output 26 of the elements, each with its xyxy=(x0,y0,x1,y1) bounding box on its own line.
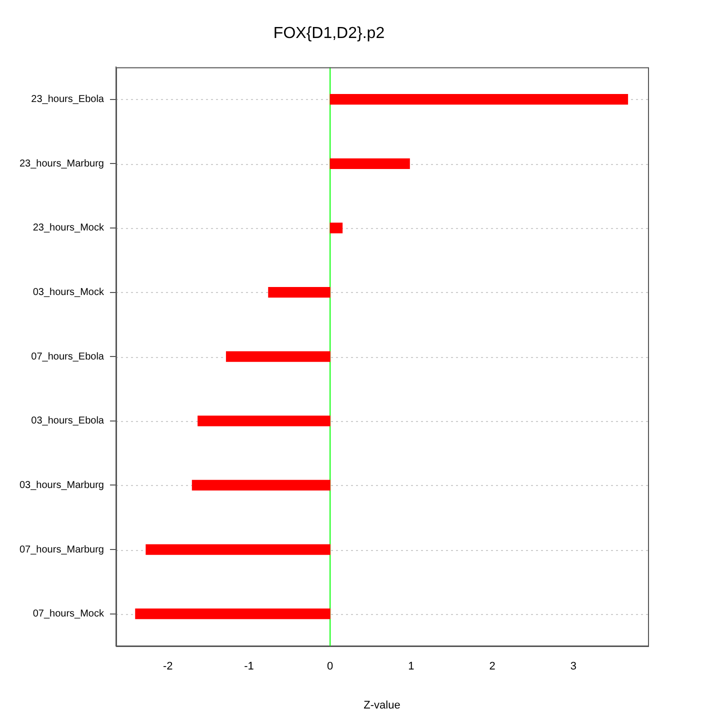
y-tick-label: 23_hours_Ebola xyxy=(31,94,104,106)
bar xyxy=(198,416,330,426)
bar xyxy=(135,608,330,620)
bar xyxy=(268,286,330,298)
bar xyxy=(330,158,410,169)
x-tick-label: 3 xyxy=(570,660,576,673)
y-tick-label: 03_hours_Marburg xyxy=(20,480,104,491)
y-tick-label: 07_hours_Mock xyxy=(32,608,105,620)
y-tick-label: 03_hours_Ebola xyxy=(31,416,104,427)
bar xyxy=(226,351,330,362)
x-axis-title: Z-value xyxy=(364,699,400,712)
x-tick-label: -2 xyxy=(163,660,173,673)
y-tick-label: 23_hours_Mock xyxy=(32,222,105,234)
y-tick-label: 23_hours_Marburg xyxy=(20,158,104,170)
x-tick-label: -1 xyxy=(244,660,254,673)
bar xyxy=(146,544,330,555)
bar xyxy=(330,222,343,234)
chart-title: FOX{D1,D2}.p2 xyxy=(273,25,385,42)
y-tick-label: 07_hours_Ebola xyxy=(31,351,104,362)
x-tick-label: 2 xyxy=(489,660,496,673)
x-tick-label: 0 xyxy=(327,660,334,673)
bar xyxy=(192,480,330,491)
bar xyxy=(330,94,628,105)
y-tick-label: 07_hours_Marburg xyxy=(20,544,104,556)
x-tick-label: 1 xyxy=(408,660,414,673)
y-tick-label: 03_hours_Mock xyxy=(32,287,105,298)
